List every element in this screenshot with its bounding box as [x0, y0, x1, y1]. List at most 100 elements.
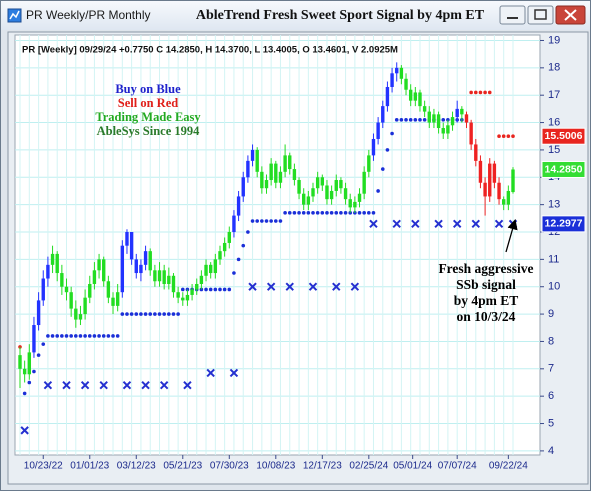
candle-body — [427, 111, 431, 123]
x-marker — [471, 219, 480, 229]
x-marker — [350, 282, 360, 291]
x-marker — [80, 381, 90, 390]
candle-body — [302, 193, 306, 205]
annotation: Buy on Blue — [115, 82, 181, 96]
support-dot — [204, 287, 208, 292]
candle-body — [418, 92, 422, 107]
resistance-dot — [506, 134, 511, 139]
window-title: AbleTrend Fresh Sweet Sport Signal by 4p… — [196, 8, 485, 23]
support-dot — [283, 211, 287, 215]
candle-body — [446, 125, 450, 134]
support-dot — [143, 312, 148, 316]
support-dot — [325, 211, 329, 215]
plot-layer — [15, 35, 540, 455]
candle-body — [241, 177, 245, 197]
candle-body — [27, 352, 32, 375]
support-dot — [46, 334, 50, 338]
candle-body — [441, 128, 445, 134]
callout-arrow — [505, 219, 518, 253]
x-tick-label: 12/17/23 — [303, 461, 342, 472]
support-dot — [343, 211, 348, 215]
candle-body — [488, 163, 492, 197]
support-dot — [180, 287, 185, 292]
candle-body — [422, 106, 427, 112]
y-tick-label: 8 — [548, 335, 554, 347]
candle-body — [371, 138, 376, 156]
candle-body — [41, 278, 45, 301]
support-dot — [41, 342, 46, 346]
candle-body — [469, 122, 473, 145]
price-label-box — [541, 127, 586, 145]
candle-body — [413, 92, 418, 101]
candle-body — [46, 264, 50, 279]
y-tick-label: 13 — [548, 199, 560, 211]
support-dot — [78, 334, 83, 338]
candle-body — [162, 270, 166, 284]
support-dot — [301, 211, 306, 215]
candle-body — [288, 155, 292, 170]
support-dot — [380, 167, 385, 171]
candle-body — [204, 264, 208, 276]
candle-body — [404, 78, 408, 90]
support-dot — [404, 118, 408, 122]
x-tick-label: 05/21/23 — [163, 461, 202, 472]
candle-body — [64, 286, 69, 293]
support-dot — [106, 334, 111, 338]
x-marker — [494, 219, 504, 229]
callout-line: on 10/3/24 — [457, 309, 516, 324]
annotation: AbleSys Since 1994 — [97, 124, 201, 138]
x-marker — [434, 219, 443, 229]
x-tick-label: 07/07/24 — [438, 461, 477, 472]
support-dot — [232, 271, 236, 275]
x-marker — [183, 381, 192, 390]
resistance-dot — [469, 90, 473, 95]
support-dot — [60, 334, 64, 338]
candle-body — [148, 251, 152, 271]
resistance-dot — [501, 134, 506, 139]
x-marker — [99, 381, 108, 390]
candle-body — [450, 117, 455, 126]
support-dot — [36, 353, 41, 357]
support-dot — [139, 312, 143, 316]
y-tick-label: 5 — [548, 417, 554, 429]
tab-label[interactable]: PR Weekly/PR Monthly — [26, 8, 150, 22]
candle-body — [102, 259, 106, 282]
candle-body — [269, 163, 273, 181]
maximize-button[interactable] — [527, 5, 554, 25]
resistance-dot — [497, 134, 501, 139]
minimize-button[interactable] — [499, 5, 526, 25]
candle-body — [306, 196, 311, 205]
candle-body — [464, 114, 469, 123]
candle-body — [357, 193, 362, 202]
candle-body — [474, 144, 478, 161]
support-dot — [413, 118, 418, 122]
y-tick-label: 9 — [548, 308, 554, 320]
support-dot — [278, 219, 283, 223]
support-dot — [227, 287, 232, 292]
candle-body — [353, 201, 357, 208]
x-marker — [308, 282, 318, 291]
y-tick-label: 6 — [548, 390, 554, 402]
support-dot — [315, 211, 320, 215]
support-dot — [371, 211, 376, 215]
candle-body — [395, 67, 399, 74]
support-dot — [418, 118, 422, 122]
resistance-dot — [487, 90, 492, 95]
x-tick-label: 05/01/24 — [393, 461, 432, 472]
candle-body — [292, 169, 297, 181]
x-marker — [159, 381, 169, 390]
support-dot — [260, 219, 264, 223]
support-dot — [241, 243, 246, 248]
y-tick-label: 7 — [548, 363, 554, 375]
support-dot — [64, 334, 69, 338]
y-tick-label: 16 — [548, 116, 560, 128]
support-dot — [269, 219, 273, 223]
support-dot — [287, 211, 292, 215]
support-dot — [329, 211, 334, 215]
support-dot — [274, 219, 278, 223]
y-tick-label: 4 — [548, 445, 554, 457]
candle-body — [115, 292, 120, 306]
candle-body — [311, 188, 315, 197]
x-tick-label: 03/12/23 — [117, 461, 156, 472]
callout-line: SSb signal — [456, 277, 516, 292]
